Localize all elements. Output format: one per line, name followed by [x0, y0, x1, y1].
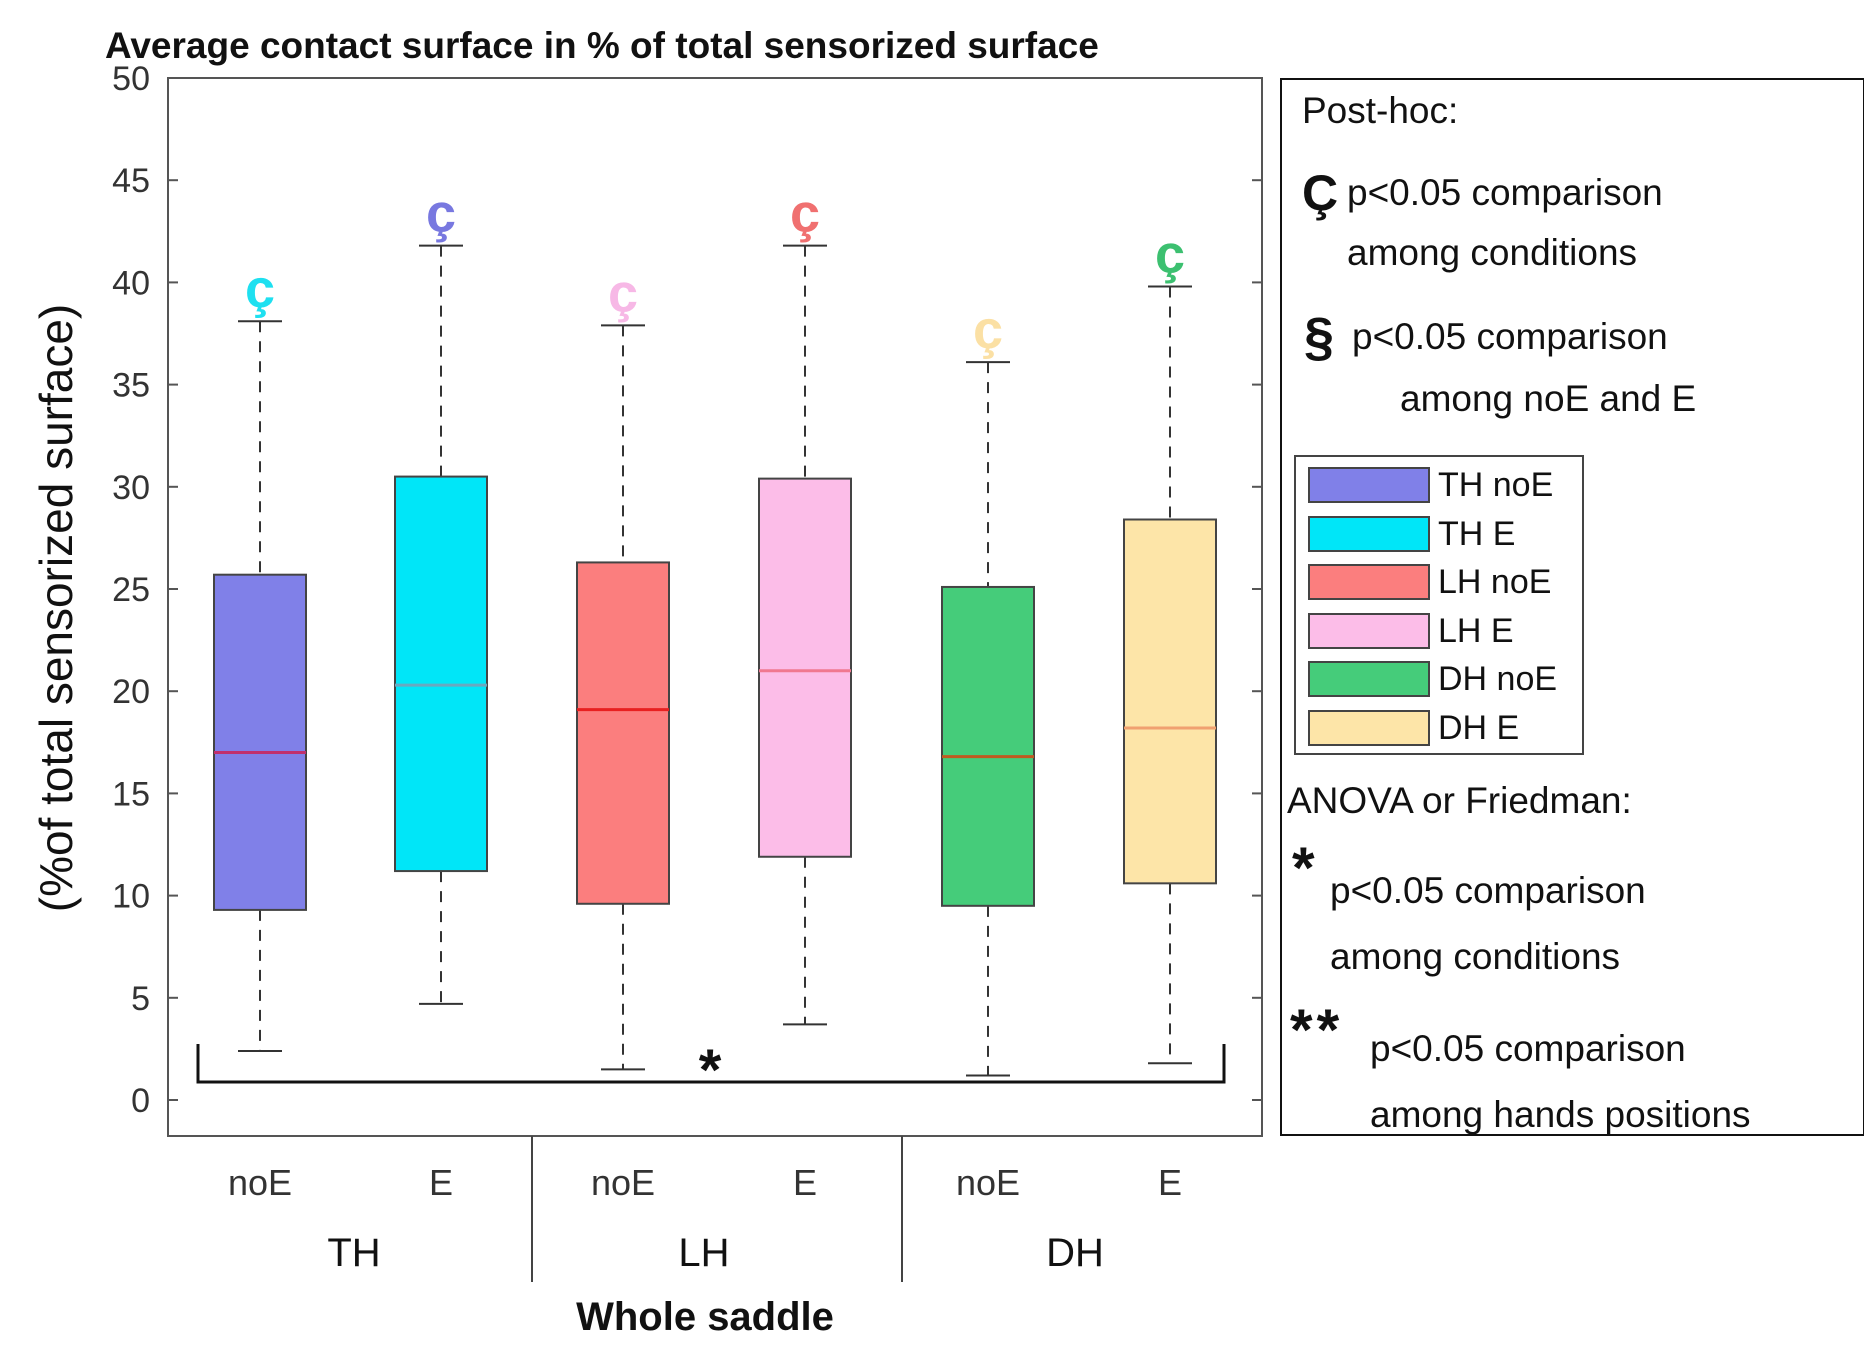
legend-label: DH noE	[1438, 660, 1558, 698]
cedilla-symbol: Ç	[1302, 165, 1339, 221]
legend-swatch	[1308, 564, 1430, 600]
legend-swatch	[1308, 612, 1430, 649]
chart-title: Average contact surface in % of total se…	[105, 25, 1099, 66]
double-star-symbol: **	[1290, 998, 1344, 1063]
posthoc-marker: ç	[426, 184, 456, 244]
box-lh-noe	[576, 561, 670, 905]
anova-title: ANOVA or Friedman:	[1287, 780, 1632, 821]
box-lh-e	[758, 477, 852, 858]
y-tick-label: 50	[112, 60, 150, 98]
y-axis-label: (%of total sensorized surface)	[30, 304, 82, 913]
legend-swatch	[1308, 467, 1430, 503]
y-tick-label: 10	[112, 878, 150, 916]
legend-swatch	[1308, 709, 1430, 746]
legend-label: TH E	[1438, 514, 1516, 553]
y-tick-label: 20	[112, 673, 150, 711]
y-tick-label: 15	[112, 775, 150, 813]
posthoc-marker: ç	[608, 263, 638, 323]
box-th-e	[394, 475, 488, 873]
box-th-noe	[213, 573, 307, 911]
x-category-label: noE	[956, 1162, 1020, 1203]
star-symbol: *	[1292, 836, 1315, 901]
star-line1: p<0.05 comparison	[1330, 870, 1646, 911]
legend-swatch	[1308, 515, 1430, 552]
series-legend: TH noE TH E LH noE LH E DH noE DH E	[1294, 455, 1584, 755]
posthoc-marker: ç	[973, 300, 1003, 360]
cedilla-line1: p<0.05 comparison	[1347, 172, 1663, 213]
section-symbol: §	[1304, 307, 1335, 367]
y-tick-label: 0	[131, 1082, 150, 1120]
legend-label: DH E	[1438, 708, 1520, 747]
y-tick-label: 25	[112, 571, 150, 609]
x-category-label: E	[793, 1162, 817, 1203]
legend-label: TH noE	[1438, 466, 1554, 504]
significance-bracket	[196, 1044, 1226, 1084]
plot-frame	[167, 77, 1263, 1137]
y-tick-label: 40	[112, 264, 150, 302]
legend-panel: Post-hoc: Ç p<0.05 comparison among cond…	[1280, 78, 1864, 1136]
cedilla-line2: among conditions	[1347, 232, 1638, 273]
legend-label: LH noE	[1438, 563, 1552, 601]
y-tick-label: 5	[131, 980, 150, 1018]
box-dh-e	[1123, 518, 1217, 885]
legend-label: LH E	[1438, 611, 1514, 650]
posthoc-title: Post-hoc:	[1302, 90, 1459, 131]
star-line2: among conditions	[1330, 936, 1621, 977]
x-category-label: noE	[228, 1162, 292, 1203]
box-dh-noe	[941, 585, 1035, 907]
group-label: TH	[327, 1231, 380, 1275]
y-tick-label: 30	[112, 469, 150, 507]
posthoc-marker: ç	[1155, 224, 1185, 284]
legend-swatch	[1308, 661, 1430, 697]
group-label: DH	[1046, 1231, 1104, 1275]
double-star-line1: p<0.05 comparison	[1370, 1028, 1686, 1069]
posthoc-marker: ç	[790, 184, 820, 244]
significance-star: *	[699, 1038, 722, 1103]
x-category-label: noE	[591, 1162, 655, 1203]
posthoc-marker: ç	[245, 259, 275, 319]
x-axis-label: Whole saddle	[576, 1295, 834, 1339]
x-category-label: E	[1158, 1162, 1182, 1203]
y-tick-label: 45	[112, 162, 150, 200]
double-star-line2: among hands positions	[1370, 1094, 1751, 1135]
group-label: LH	[678, 1231, 729, 1275]
y-tick-label: 35	[112, 367, 150, 405]
x-category-label: E	[429, 1162, 453, 1203]
section-line2: among noE and E	[1400, 378, 1697, 419]
section-line1: p<0.05 comparison	[1352, 316, 1668, 357]
